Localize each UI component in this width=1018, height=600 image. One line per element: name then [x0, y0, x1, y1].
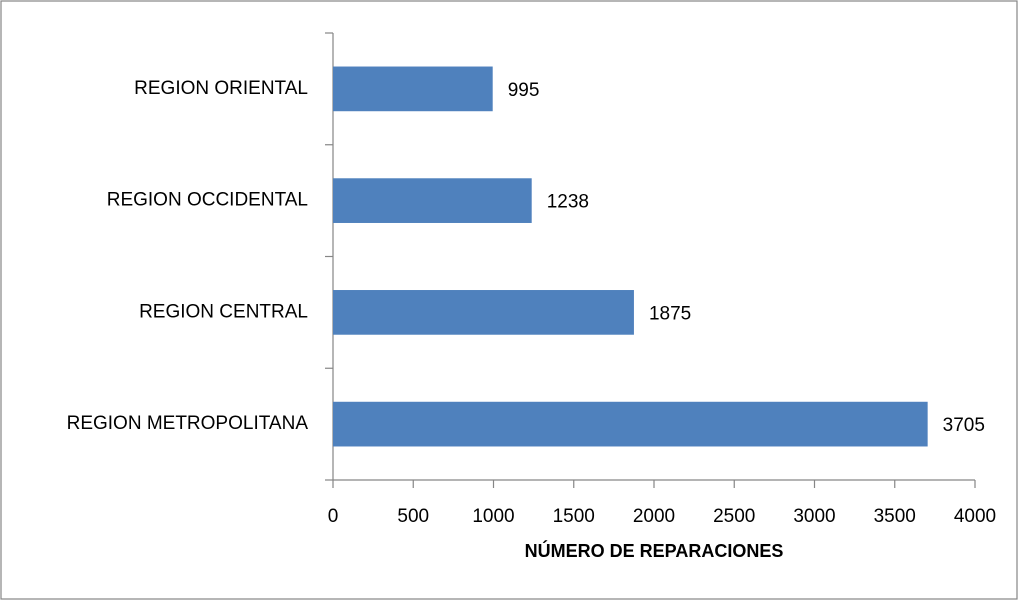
x-tick-label: 0: [328, 506, 339, 527]
y-tick-label: REGION OCCIDENTAL: [107, 190, 308, 211]
y-tick-label: REGION ORIENTAL: [134, 78, 308, 99]
bar: [333, 66, 493, 112]
y-tick-label: REGION METROPOLITANA: [67, 413, 309, 434]
x-tick-label: 2500: [713, 506, 755, 527]
data-label: 1875: [649, 303, 691, 324]
bar: [333, 178, 532, 223]
x-axis-title: NÚMERO DE REPARACIONES: [525, 540, 784, 561]
bar: [333, 401, 928, 447]
x-tick-label: 1500: [553, 506, 595, 527]
data-label: 3705: [943, 415, 985, 436]
bar: [333, 290, 634, 335]
data-label: 995: [508, 80, 540, 101]
y-tick-label: REGION CENTRAL: [139, 301, 308, 322]
x-tick-label: 1000: [472, 506, 514, 527]
x-tick-label: 3500: [874, 506, 916, 527]
x-tick-label: 500: [397, 506, 429, 527]
data-label: 1238: [547, 192, 589, 213]
x-tick-label: 3000: [793, 506, 835, 527]
x-tick-label: 2000: [633, 506, 675, 527]
x-tick-label: 4000: [954, 506, 996, 527]
